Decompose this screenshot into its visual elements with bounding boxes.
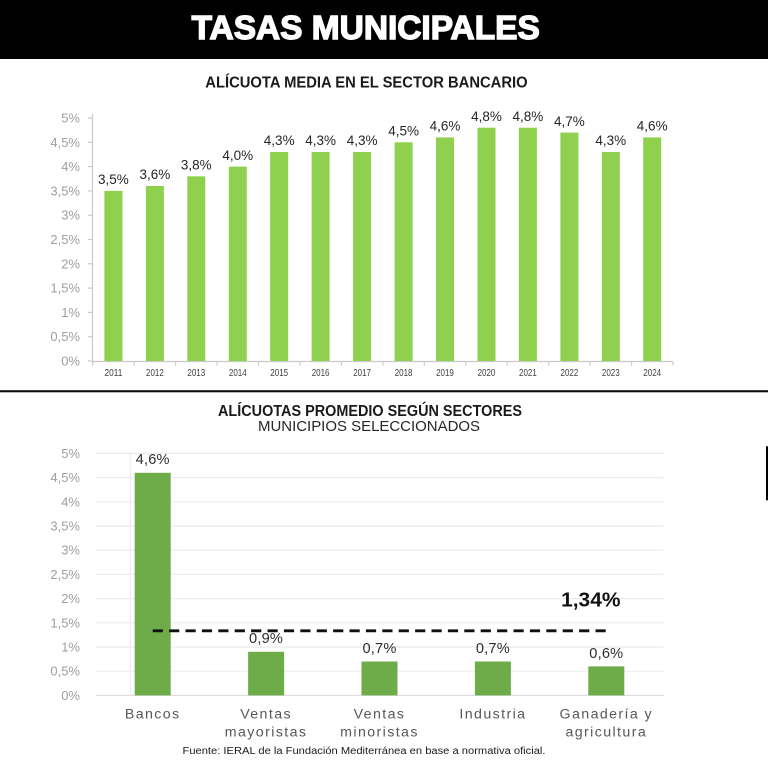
svg-text:1%: 1% [61, 640, 80, 655]
svg-text:4,5%: 4,5% [388, 124, 419, 139]
svg-text:2,5%: 2,5% [50, 232, 80, 247]
svg-text:4,0%: 4,0% [222, 148, 253, 163]
svg-text:4,5%: 4,5% [50, 470, 80, 485]
svg-text:4,3%: 4,3% [264, 133, 295, 148]
svg-text:4%: 4% [61, 159, 80, 174]
svg-text:2019: 2019 [436, 368, 454, 379]
svg-text:4,3%: 4,3% [305, 133, 336, 148]
svg-text:3%: 3% [61, 543, 80, 558]
svg-text:2017: 2017 [353, 368, 371, 379]
svg-text:2018: 2018 [395, 368, 413, 379]
svg-text:4,8%: 4,8% [513, 109, 544, 124]
svg-text:2012: 2012 [146, 368, 164, 379]
svg-text:4%: 4% [61, 494, 80, 509]
svg-text:0%: 0% [61, 688, 80, 703]
svg-text:Ganadería y: Ganadería y [560, 707, 653, 723]
svg-text:3,5%: 3,5% [50, 183, 80, 198]
svg-text:3,5%: 3,5% [98, 172, 129, 187]
svg-text:4,6%: 4,6% [637, 119, 668, 134]
svg-text:2020: 2020 [478, 368, 496, 379]
svg-text:5%: 5% [61, 111, 80, 126]
svg-text:1,5%: 1,5% [50, 281, 80, 296]
svg-text:2024: 2024 [643, 368, 661, 379]
svg-text:2022: 2022 [561, 368, 579, 379]
svg-text:Industria: Industria [459, 707, 526, 723]
svg-text:3,6%: 3,6% [140, 167, 171, 182]
svg-text:minoristas: minoristas [340, 724, 419, 740]
svg-text:4,3%: 4,3% [595, 133, 626, 148]
svg-text:2014: 2014 [229, 368, 247, 379]
svg-text:4,8%: 4,8% [471, 109, 502, 124]
svg-text:3,5%: 3,5% [50, 519, 80, 534]
svg-text:ALÍCUOTAS PROMEDIO SEGÚN SECTO: ALÍCUOTAS PROMEDIO SEGÚN SECTORES [218, 402, 522, 420]
svg-text:2%: 2% [61, 256, 80, 271]
svg-text:3%: 3% [61, 208, 80, 223]
svg-text:Fuente: IERAL de la Fundación: Fuente: IERAL de la Fundación Mediterrán… [183, 746, 546, 757]
svg-text:0,7%: 0,7% [362, 641, 396, 657]
svg-text:4,6%: 4,6% [136, 452, 170, 468]
svg-text:Ventas: Ventas [240, 707, 292, 723]
svg-text:0,6%: 0,6% [589, 646, 623, 662]
svg-text:1,5%: 1,5% [50, 615, 80, 630]
svg-text:2013: 2013 [187, 368, 205, 379]
svg-text:ALÍCUOTA MEDIA EN EL SECTOR BA: ALÍCUOTA MEDIA EN EL SECTOR BANCARIO [205, 75, 527, 92]
svg-text:0%: 0% [61, 354, 80, 369]
svg-text:MUNICIPIOS SELECCIONADOS: MUNICIPIOS SELECCIONADOS [258, 418, 480, 435]
svg-text:Bancos: Bancos [125, 707, 181, 723]
svg-text:4,3%: 4,3% [347, 133, 378, 148]
svg-text:1%: 1% [61, 305, 80, 320]
svg-text:2021: 2021 [519, 368, 537, 379]
svg-text:2015: 2015 [270, 368, 288, 379]
svg-text:0,7%: 0,7% [476, 641, 510, 657]
svg-text:4,5%: 4,5% [50, 135, 80, 150]
svg-text:4,7%: 4,7% [554, 114, 585, 129]
svg-text:mayoristas: mayoristas [225, 724, 308, 740]
svg-text:4,6%: 4,6% [430, 119, 461, 134]
svg-text:2016: 2016 [312, 368, 330, 379]
svg-text:0,9%: 0,9% [249, 631, 283, 647]
svg-text:2023: 2023 [602, 368, 620, 379]
svg-text:0,5%: 0,5% [50, 329, 80, 344]
svg-text:5%: 5% [61, 446, 80, 461]
svg-text:1,34%: 1,34% [561, 589, 620, 612]
svg-text:agricultura: agricultura [565, 724, 647, 740]
svg-text:0,5%: 0,5% [50, 664, 80, 679]
svg-text:TASAS MUNICIPALES: TASAS MUNICIPALES [192, 9, 540, 46]
svg-text:Ventas: Ventas [354, 707, 406, 723]
svg-text:2,5%: 2,5% [50, 567, 80, 582]
svg-text:2011: 2011 [105, 368, 123, 379]
svg-text:3,8%: 3,8% [181, 158, 212, 173]
svg-text:2%: 2% [61, 591, 80, 606]
